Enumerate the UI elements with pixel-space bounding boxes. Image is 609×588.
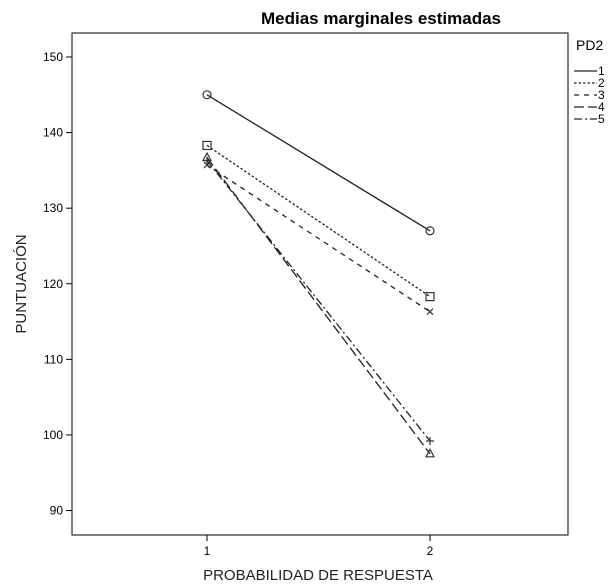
- legend-label-2: 2: [598, 76, 605, 90]
- series-5: [203, 156, 434, 445]
- y-axis: 90 100 110 120 130 140 150: [43, 50, 72, 518]
- data-point-4: [425, 448, 435, 458]
- series-1: [202, 90, 435, 236]
- legend-title: PD2: [576, 37, 603, 53]
- data-point-1: [202, 90, 212, 100]
- data-point-3: [426, 308, 434, 316]
- series-line-2: [206, 144, 431, 298]
- y-tick-label: 140: [43, 126, 63, 140]
- series-line-3: [206, 164, 431, 313]
- series-line-1: [206, 94, 431, 232]
- y-tick-label: 130: [43, 201, 63, 215]
- legend-label-1: 1: [598, 64, 605, 78]
- legend-label-3: 3: [598, 88, 605, 102]
- y-tick-label: 100: [43, 428, 63, 442]
- series-layer: [202, 90, 435, 458]
- data-point-5: [426, 436, 434, 445]
- series-line-5: [206, 160, 431, 442]
- y-tick-label: 120: [43, 277, 63, 291]
- plot-frame: [71, 32, 569, 536]
- x-axis-label: PROBABILIDAD DE RESPUESTA: [203, 567, 433, 584]
- series-3: [203, 161, 434, 316]
- data-point-2: [202, 140, 212, 151]
- y-tick-label: 90: [50, 504, 64, 518]
- data-point-5: [203, 156, 211, 165]
- series-2: [202, 140, 435, 302]
- legend-label-4: 4: [598, 100, 605, 114]
- x-tick-label: 1: [204, 544, 211, 558]
- y-axis-label: PUNTUACIÓN: [13, 234, 30, 333]
- y-tick-label: 150: [43, 50, 63, 64]
- y-tick-label: 110: [44, 352, 63, 366]
- legend-label-5: 5: [598, 112, 605, 126]
- data-point-1: [425, 226, 435, 236]
- data-point-2: [425, 291, 435, 302]
- chart-title: Medias marginales estimadas: [261, 9, 501, 28]
- x-tick-label: 2: [427, 544, 434, 558]
